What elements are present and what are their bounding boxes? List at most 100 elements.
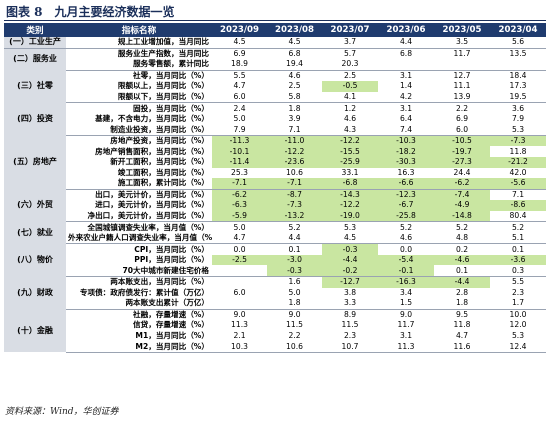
value-cell: 9.0 <box>399 309 413 319</box>
value-cell: 5.2 <box>399 222 413 232</box>
value-cell: 5.3 <box>511 331 525 341</box>
value-cell: 1.5 <box>378 298 434 310</box>
table-row: (四）投资 固投，当月同比（%） 2.4 1.8 1.2 3.1 2.2 3.6 <box>4 102 546 136</box>
indicator-name-cell: 规上工业增加值，当月同比 <box>66 37 212 49</box>
value-cell: -3.0 <box>267 254 322 266</box>
value-cell: 4.5 <box>322 232 378 245</box>
table-row: (六）外贸 出口，美元计价，当月同比（%） -6.2 -8.7 -14.3 -12.3 -7… <box>4 189 546 222</box>
value-cell: 2.3 <box>511 287 525 297</box>
table-row: (九）财政 两本账支出，当月同比（%） 1.6 -12.7 -16.3 -4.4 5.5 <box>4 276 546 310</box>
indicator-name-cell: 限额以下，当月同比（%） <box>66 91 212 104</box>
value-cell: -6.3 <box>212 200 267 211</box>
category-cell: (七）就业 <box>4 221 66 244</box>
value-cell: 4.5 <box>212 37 267 49</box>
value-cell: 1.4 <box>399 81 413 91</box>
table-row: 70大中城市新建住宅价格 -0.3 -0.2 -0.1 0.1 0.3 <box>4 265 546 278</box>
value-cell: 4.8 <box>434 232 490 245</box>
value-cell: 2.5 <box>288 81 301 91</box>
value-cell: -4.4 <box>322 254 378 266</box>
category-cell: (九）财政 <box>4 276 66 310</box>
value-cell: -10.5 <box>434 135 490 147</box>
value-cell: 5.0 <box>288 287 301 297</box>
value-cell: 11.1 <box>453 81 471 91</box>
table-row: 外来农业户籍人口调查失业率，当月值（%） 4.7 4.4 4.5 4.6 4.8 5.1 <box>4 232 546 245</box>
value-cell: 12.0 <box>509 320 527 330</box>
value-cell: 5.6 <box>490 37 546 49</box>
value-cell: 10.6 <box>286 167 303 177</box>
value-cell: 3.9 <box>288 114 301 124</box>
value-cell: 0.1 <box>288 244 301 254</box>
indicator-name-cell: 限额以上，当月同比（%） <box>117 81 209 91</box>
value-cell: 24.4 <box>453 167 471 177</box>
value-cell: 4.7 <box>233 81 246 91</box>
table-row: PPI，当月同比（%） -2.5 -3.0 -4.4 -5.4 -4.6 -3.6 <box>4 254 546 266</box>
value-cell: -6.2 <box>434 178 490 190</box>
value-cell: -19.7 <box>434 146 490 158</box>
indicator-name-cell: 房地产投资，当月同比（%） <box>110 136 209 146</box>
value-cell: 4.1 <box>322 91 378 104</box>
value-cell: 6.0 <box>434 124 490 136</box>
value-cell: -12.2 <box>322 135 378 147</box>
table-row: 限额以上，当月同比（%） 4.7 2.5 -0.5 1.4 11.1 17.3 <box>4 81 546 92</box>
value-cell: 0.2 <box>455 244 469 254</box>
header-indicator: 指标名称 <box>66 23 212 37</box>
table-row: 信贷，存量增速（%） 11.3 11.5 11.5 11.7 11.8 12.0 <box>4 320 546 331</box>
source-note: 资料来源：Wind，华创证券 <box>5 407 119 417</box>
header-month: 2023/04 <box>490 23 546 37</box>
value-cell: -3.6 <box>490 254 546 266</box>
value-cell: -30.3 <box>378 157 434 168</box>
value-cell: -4.9 <box>434 200 490 211</box>
value-cell: 10.0 <box>509 309 527 319</box>
value-cell: 3.4 <box>399 287 413 297</box>
header-month: 2023/07 <box>322 23 378 37</box>
header-month: 2023/05 <box>434 23 490 37</box>
value-cell: -27.3 <box>434 157 490 168</box>
value-cell: -7.1 <box>267 178 322 190</box>
value-cell: 1.7 <box>490 298 546 310</box>
value-cell: 5.5 <box>233 70 246 80</box>
value-cell: 4.6 <box>343 114 357 124</box>
value-cell: 18.4 <box>509 70 527 80</box>
table-row: 施工面积，累计同比（%） -7.1 -7.1 -6.8 -6.6 -6.2 -5.6 <box>4 178 546 190</box>
table-row: (三）社零 社零，当月同比（%） 5.5 4.6 2.5 3.1 12.7 18.4 <box>4 70 546 103</box>
value-cell: -6.7 <box>378 200 434 211</box>
indicator-name-cell: 社融，存量增速（%） <box>133 309 209 319</box>
value-cell: 11.8 <box>453 320 471 330</box>
value-cell <box>212 298 267 310</box>
value-cell: -0.3 <box>267 265 322 278</box>
indicator-name-cell: 进口，美元计价，当月同比（%） <box>95 200 209 210</box>
value-cell: -25.9 <box>322 157 378 168</box>
table-row: 新开工面积，当月同比（%） -11.4 -23.6 -25.9 -30.3 -27.3 -2… <box>4 157 546 168</box>
value-cell: 7.1 <box>267 124 322 136</box>
value-cell: 10.3 <box>212 341 267 353</box>
value-cell: 20.3 <box>322 59 378 71</box>
value-cell: 19.4 <box>267 59 322 71</box>
value-cell: 11.8 <box>509 146 527 156</box>
value-cell: -10.1 <box>212 146 267 158</box>
value-cell: 19.5 <box>490 91 546 104</box>
table-row: (八）物价 CPI，当月同比（%） 0.0 0.1 -0.3 0.0 0.2 0.1 <box>4 243 546 277</box>
value-cell: 3.3 <box>322 298 378 310</box>
indicator-name-cell: 服务零售额，累计同比 <box>66 59 212 71</box>
indicator-name-cell: 专项债：政府债发行：累计值（万亿） <box>79 287 209 297</box>
value-cell: 8.9 <box>343 309 357 319</box>
value-cell: 5.2 <box>288 222 301 232</box>
value-cell: 10.6 <box>267 341 322 353</box>
category-cell: (六）外贸 <box>4 189 66 222</box>
value-cell: 4.6 <box>288 70 301 80</box>
value-cell: 4.3 <box>322 124 378 136</box>
value-cell: -4.6 <box>434 254 490 266</box>
value-cell: 11.6 <box>434 341 490 353</box>
indicator-name-cell: 信贷，存量增速（%） <box>133 320 209 330</box>
table-row: (二）服务业 服务业生产指数，当月同比 6.9 6.8 5.7 6.8 11.7 13.5 <box>4 48 546 71</box>
value-cell: 1.8 <box>267 298 322 310</box>
value-cell: 3.5 <box>434 37 490 49</box>
value-cell: 4.4 <box>378 37 434 49</box>
value-cell: 25.3 <box>231 167 248 177</box>
value-cell: -0.1 <box>378 265 434 278</box>
table-row: 基建，不含电力，当月同比（%） 5.0 3.9 4.6 6.4 6.9 7.9 <box>4 114 546 125</box>
value-cell: 13.5 <box>509 48 527 58</box>
value-cell: 0.0 <box>399 244 413 254</box>
value-cell: 6.0 <box>212 91 267 104</box>
table-row: (七）就业 全国城镇调查失业率，当月值（%） 5.0 5.2 5.3 5.2 5.2 5.2 <box>4 221 546 244</box>
